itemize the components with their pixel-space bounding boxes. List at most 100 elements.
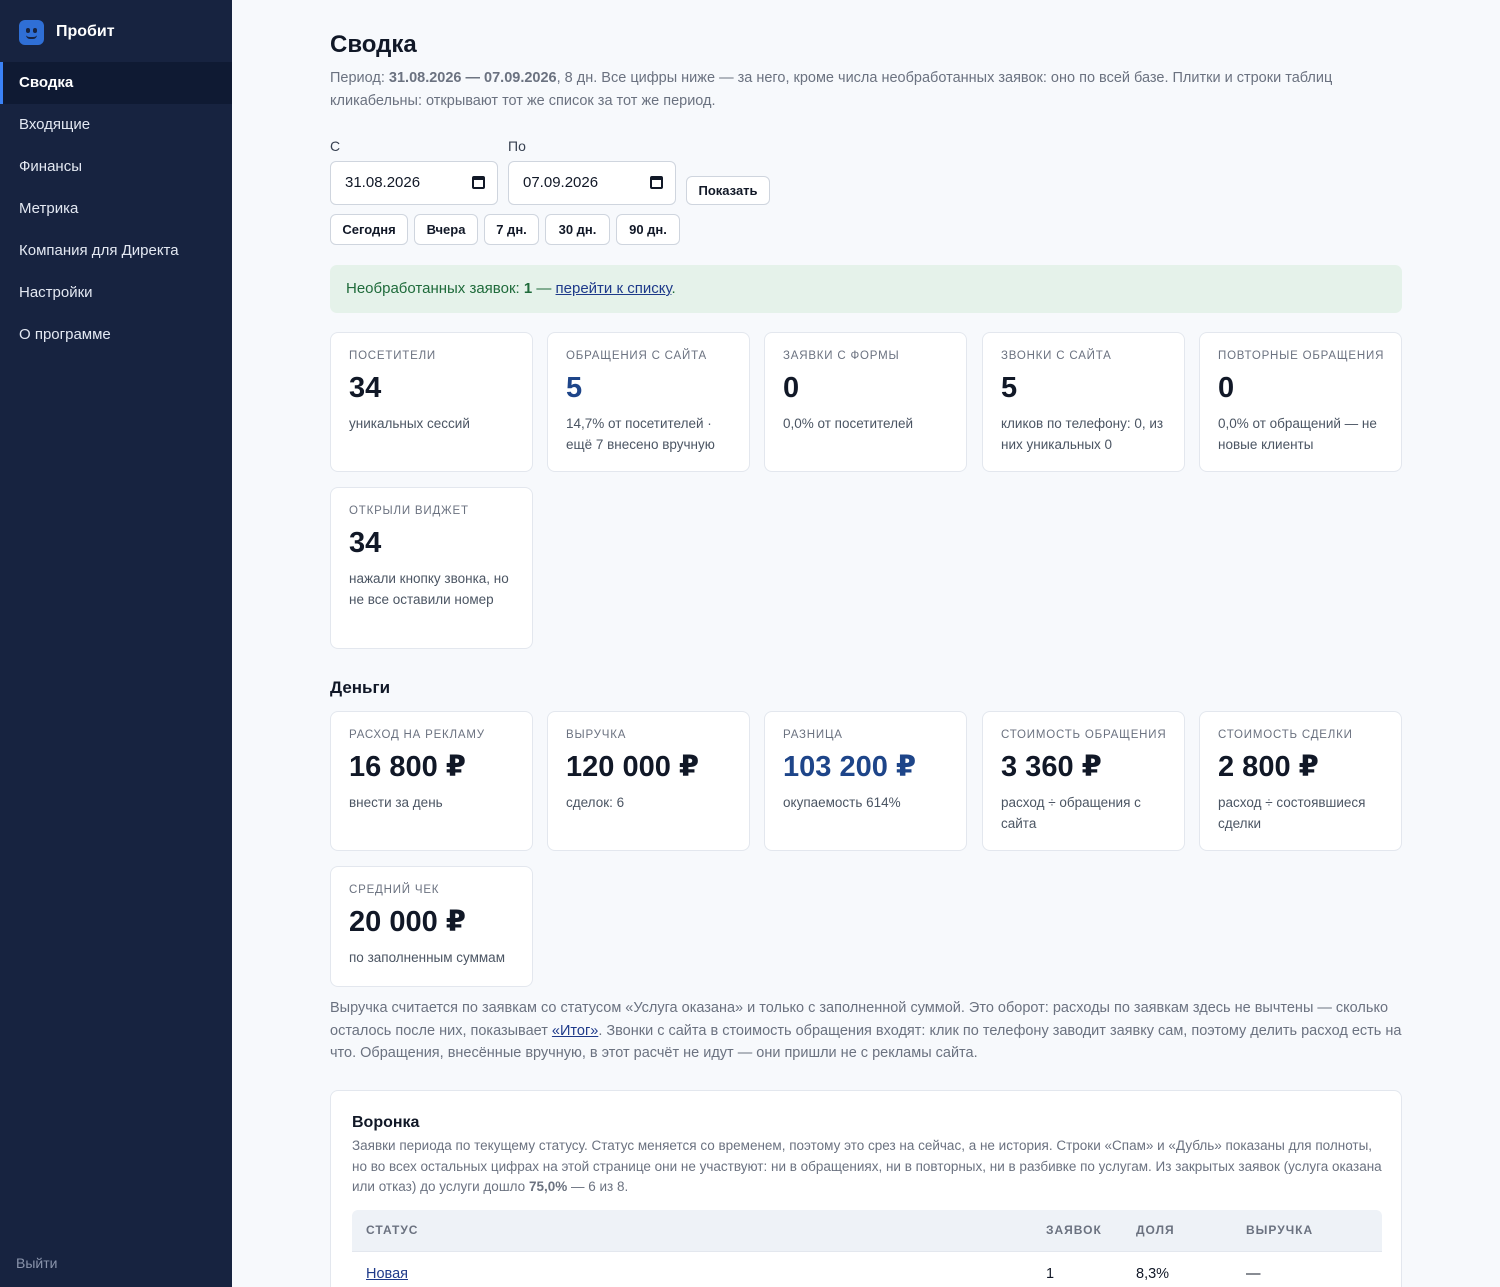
logout-link[interactable]: Выйти — [16, 1255, 58, 1271]
money-heading: Деньги — [330, 678, 391, 697]
card-value: 34 — [349, 527, 382, 559]
card-sub: окупаемость 614% — [783, 795, 901, 810]
to-date-value: 07.09.2026 — [523, 174, 599, 191]
brand-name: Пробит — [56, 23, 115, 40]
from-date-input[interactable]: 31.08.2026 — [330, 161, 498, 205]
sidebar-item-direct-campaign[interactable]: Компания для Директа — [19, 242, 179, 259]
period-prefix: Период: — [330, 70, 389, 86]
period-rest: , 8 дн. Все цифры ниже — за него, кроме … — [330, 70, 1333, 109]
stat-card-repeat-requests[interactable]: Повторные обращения 0 0,0% от обращений … — [1199, 332, 1402, 472]
from-date-value: 31.08.2026 — [345, 174, 421, 191]
card-sub: расход ÷ обращения с сайта — [1001, 795, 1141, 831]
card-sub: уникальных сессий — [349, 416, 470, 431]
money-card-revenue[interactable]: Выручка 120 000 ₽ сделок: 6 — [547, 711, 750, 851]
from-label: С — [330, 138, 341, 154]
calendar-icon[interactable] — [472, 176, 485, 189]
card-value: 20 000 ₽ — [349, 906, 466, 938]
funnel-panel: Воронка Заявки периода по текущему стату… — [330, 1090, 1402, 1287]
card-value: 34 — [349, 372, 382, 404]
preset-7d-button[interactable]: 7 дн. — [484, 214, 539, 245]
card-sub: внести за день — [349, 795, 443, 810]
funnel-description: Заявки периода по текущему статусу. Стат… — [352, 1136, 1382, 1198]
alert-prefix: Необработанных заявок: — [346, 280, 524, 297]
total-link[interactable]: «Итог» — [551, 1022, 599, 1039]
preset-90d-button[interactable]: 90 дн. — [616, 214, 680, 245]
to-date-input[interactable]: 07.09.2026 — [508, 161, 676, 205]
card-sub: сделок: 6 — [566, 795, 625, 810]
card-value: 103 200 ₽ — [783, 751, 917, 783]
logo-icon — [19, 19, 44, 45]
card-sub: нажали кнопку звонка, но не все оставили… — [349, 571, 509, 607]
sidebar-nav: Сводка Входящие Финансы Метрика Компания… — [0, 62, 232, 356]
money-card-average-check[interactable]: Средний чек 20 000 ₽ по заполненным сумм… — [330, 866, 533, 987]
card-label: Стоимость сделки — [1218, 729, 1353, 741]
card-value: 3 360 ₽ — [1001, 751, 1102, 783]
funnel-table-header: Статус Заявок Доля Выручка — [352, 1210, 1382, 1251]
funnel-title: Воронка — [352, 1114, 420, 1131]
sidebar: Пробит Сводка Входящие Финансы Метрика К… — [0, 0, 232, 1287]
card-value: 0 — [1218, 372, 1235, 404]
column-header-status: Статус — [366, 1223, 419, 1237]
alert-dash: — — [532, 280, 556, 297]
stat-card-visitors[interactable]: Посетители 34 уникальных сессий — [330, 332, 533, 472]
card-sub: 14,7% от посетителей · ещё 7 внесено вру… — [566, 416, 715, 452]
card-sub: 0,0% от обращений — не новые клиенты — [1218, 416, 1377, 452]
money-card-cost-per-request[interactable]: Стоимость обращения 3 360 ₽ расход ÷ обр… — [982, 711, 1185, 851]
card-label: Звонки с сайта — [1001, 350, 1112, 362]
card-label: Расход на рекламу — [349, 729, 485, 741]
card-label: Открыли виджет — [349, 505, 469, 517]
card-label: Выручка — [566, 729, 627, 741]
stat-card-form-leads[interactable]: Заявки с формы 0 0,0% от посетителей — [764, 332, 967, 472]
table-row[interactable]: Новая 1 8,3% — — [352, 1251, 1382, 1287]
card-value: 0 — [783, 372, 800, 404]
sidebar-item-metrika[interactable]: Метрика — [19, 200, 79, 217]
sidebar-item-settings[interactable]: Настройки — [19, 284, 93, 301]
funnel-desc-pct: 75,0% — [528, 1179, 568, 1194]
stat-card-widget-opened[interactable]: Открыли виджет 34 нажали кнопку звонка, … — [330, 487, 533, 649]
sidebar-item-finance[interactable]: Финансы — [19, 158, 82, 175]
calendar-icon[interactable] — [650, 176, 663, 189]
money-card-ad-spend[interactable]: Расход на рекламу 16 800 ₽ внести за ден… — [330, 711, 533, 851]
preset-yesterday-button[interactable]: Вчера — [414, 214, 478, 245]
note-text: Выручка считается по заявкам со статусом… — [330, 1000, 1389, 1039]
sidebar-item-about[interactable]: О программе — [19, 326, 111, 343]
page-title: Сводка — [330, 31, 417, 58]
sidebar-item-summary[interactable]: Сводка — [0, 62, 232, 104]
card-value: 120 000 ₽ — [566, 751, 700, 783]
status-cell: Новая — [366, 1252, 408, 1287]
card-sub: расход ÷ состоявшиеся сделки — [1218, 795, 1366, 831]
share-cell: 8,3% — [1136, 1266, 1170, 1282]
stat-card-site-calls[interactable]: Звонки с сайта 5 кликов по телефону: 0, … — [982, 332, 1185, 472]
preset-30d-button[interactable]: 30 дн. — [545, 214, 610, 245]
card-label: Стоимость обращения — [1001, 729, 1167, 741]
to-label: По — [508, 138, 526, 154]
card-sub: по заполненным суммам — [349, 950, 505, 965]
card-label: Заявки с формы — [783, 350, 900, 362]
alert-suffix: . — [671, 280, 676, 297]
money-card-difference[interactable]: Разница 103 200 ₽ окупаемость 614% — [764, 711, 967, 851]
column-header-share: Доля — [1136, 1223, 1175, 1237]
alert-count: 1 — [523, 280, 533, 297]
funnel-desc-text: Заявки периода по текущему статусу. Стат… — [352, 1138, 1382, 1194]
count-cell: 1 — [1046, 1266, 1055, 1282]
stat-card-site-requests[interactable]: Обращения с сайта 5 14,7% от посетителей… — [547, 332, 750, 472]
card-value: 16 800 ₽ — [349, 751, 466, 783]
brand[interactable]: Пробит — [0, 0, 232, 64]
alert-link[interactable]: перейти к списку — [555, 280, 672, 297]
card-label: Разница — [783, 729, 843, 741]
card-sub: 0,0% от посетителей — [783, 416, 914, 431]
card-value: 5 — [566, 372, 583, 404]
revenue-cell: — — [1246, 1266, 1261, 1282]
column-header-count: Заявок — [1046, 1223, 1102, 1237]
column-header-revenue: Выручка — [1246, 1223, 1314, 1237]
show-button[interactable]: Показать — [686, 176, 770, 205]
card-value: 2 800 ₽ — [1218, 751, 1319, 783]
money-card-cost-per-deal[interactable]: Стоимость сделки 2 800 ₽ расход ÷ состоя… — [1199, 711, 1402, 851]
preset-today-button[interactable]: Сегодня — [330, 214, 408, 245]
sidebar-item-inbox[interactable]: Входящие — [19, 116, 91, 133]
card-label: Повторные обращения — [1218, 350, 1385, 362]
card-sub: кликов по телефону: 0, из них уникальных… — [1001, 416, 1164, 452]
unprocessed-alert: Необработанных заявок: 1 — перейти к спи… — [330, 265, 1402, 313]
card-label: Посетители — [349, 350, 436, 362]
status-link[interactable]: Новая — [366, 1266, 408, 1282]
